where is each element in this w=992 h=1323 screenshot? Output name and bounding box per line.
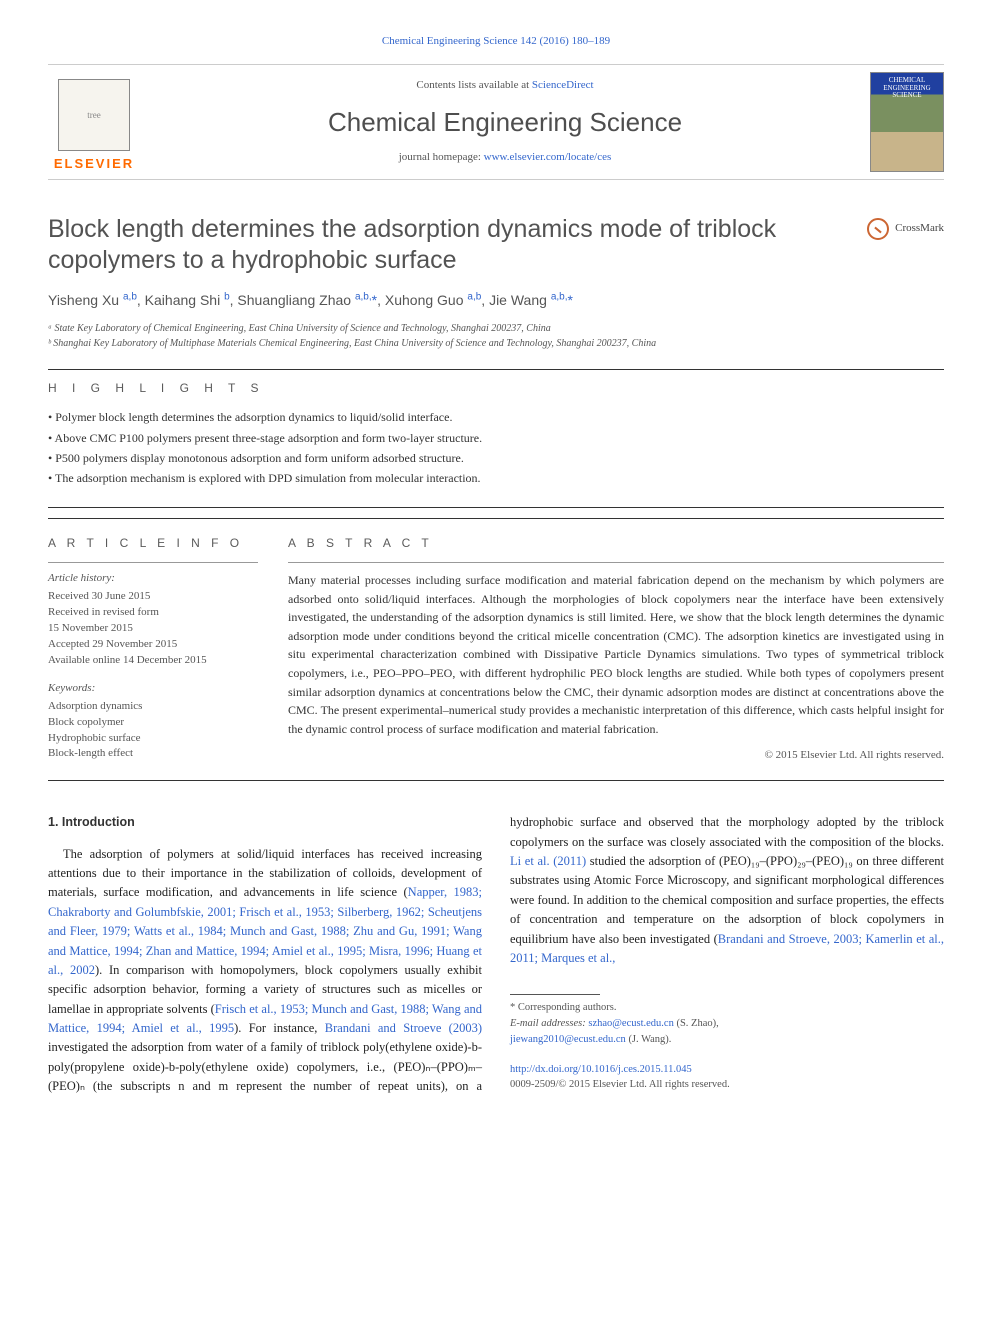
divider bbox=[288, 562, 944, 563]
citation[interactable]: Brandani and Stroeve (2003) bbox=[325, 1021, 482, 1035]
elsevier-tree-icon: tree bbox=[58, 79, 130, 151]
history-line: 15 November 2015 bbox=[48, 621, 258, 637]
keywords-heading: Keywords: bbox=[48, 681, 258, 697]
email-link[interactable]: jiewang2010@ecust.edu.cn bbox=[510, 1034, 626, 1045]
crossmark-icon bbox=[867, 218, 889, 240]
article-info-heading: A R T I C L E I N F O bbox=[48, 535, 258, 552]
divider bbox=[48, 507, 944, 508]
article-history-heading: Article history: bbox=[48, 571, 258, 587]
highlights-heading: H I G H L I G H T S bbox=[48, 380, 944, 397]
keywords-list: Adsorption dynamics Block copolymer Hydr… bbox=[48, 699, 258, 763]
highlight-item: Polymer block length determines the adso… bbox=[48, 407, 944, 427]
journal-cover-thumb: CHEMICAL ENGINEERING SCIENCE bbox=[870, 72, 944, 172]
journal-title: Chemical Engineering Science bbox=[140, 104, 870, 142]
article-title: Block length determines the adsorption d… bbox=[48, 214, 818, 277]
elsevier-wordmark: ELSEVIER bbox=[54, 155, 134, 174]
abstract-col: A B S T R A C T Many material processes … bbox=[288, 531, 944, 765]
highlight-item: The adsorption mechanism is explored wit… bbox=[48, 468, 944, 488]
email-name: (S. Zhao), bbox=[674, 1018, 719, 1029]
divider bbox=[48, 562, 258, 563]
history-line: Received in revised form bbox=[48, 605, 258, 621]
footnote-rule bbox=[510, 994, 600, 995]
abstract-heading: A B S T R A C T bbox=[288, 535, 944, 552]
keyword: Block copolymer bbox=[48, 715, 258, 731]
doi-block: http://dx.doi.org/10.1016/j.ces.2015.11.… bbox=[510, 1062, 944, 1092]
keyword: Adsorption dynamics bbox=[48, 699, 258, 715]
citation[interactable]: Li et al. (2011) bbox=[510, 854, 586, 868]
corresponding-footnote: * Corresponding authors. E-mail addresse… bbox=[510, 994, 944, 1047]
affiliation-b: ᵇ Shanghai Key Laboratory of Multiphase … bbox=[48, 336, 944, 351]
history-line: Accepted 29 November 2015 bbox=[48, 637, 258, 653]
journal-header: tree ELSEVIER Contents lists available a… bbox=[48, 64, 944, 180]
article-history: Received 30 June 2015 Received in revise… bbox=[48, 589, 258, 669]
elsevier-logo: tree ELSEVIER bbox=[48, 70, 140, 174]
abstract-copyright: © 2015 Elsevier Ltd. All rights reserved… bbox=[288, 748, 944, 764]
highlights-list: Polymer block length determines the adso… bbox=[48, 407, 944, 489]
history-line: Received 30 June 2015 bbox=[48, 589, 258, 605]
contents-line: Contents lists available at ScienceDirec… bbox=[140, 78, 870, 94]
homepage-line: journal homepage: www.elsevier.com/locat… bbox=[140, 150, 870, 166]
homepage-prefix: journal homepage: bbox=[399, 151, 484, 163]
affiliations: ᵃ State Key Laboratory of Chemical Engin… bbox=[48, 321, 944, 351]
divider bbox=[48, 369, 944, 370]
abstract-text: Many material processes including surfac… bbox=[288, 571, 944, 738]
corresponding-label: * Corresponding authors. bbox=[510, 1000, 944, 1016]
body-two-column: 1. Introduction The adsorption of polyme… bbox=[48, 813, 944, 1096]
sciencedirect-link[interactable]: ScienceDirect bbox=[532, 79, 594, 91]
crossmark-label: CrossMark bbox=[895, 221, 944, 237]
issn-copyright: 0009-2509/© 2015 Elsevier Ltd. All right… bbox=[510, 1077, 944, 1092]
intro-paragraph-1: The adsorption of polymers at solid/liqu… bbox=[48, 813, 944, 1096]
divider bbox=[48, 780, 944, 781]
article-info-col: A R T I C L E I N F O Article history: R… bbox=[48, 531, 258, 765]
keyword: Block-length effect bbox=[48, 746, 258, 762]
contents-prefix: Contents lists available at bbox=[416, 79, 531, 91]
email-link[interactable]: szhao@ecust.edu.cn bbox=[588, 1018, 673, 1029]
email-name: (J. Wang). bbox=[626, 1034, 672, 1045]
keyword: Hydrophobic surface bbox=[48, 731, 258, 747]
affiliation-a: ᵃ State Key Laboratory of Chemical Engin… bbox=[48, 321, 944, 336]
highlight-item: Above CMC P100 polymers present three-st… bbox=[48, 428, 944, 448]
homepage-link[interactable]: www.elsevier.com/locate/ces bbox=[484, 151, 612, 163]
email-label: E-mail addresses: bbox=[510, 1018, 588, 1029]
highlight-item: P500 polymers display monotonous adsorpt… bbox=[48, 448, 944, 468]
crossmark-badge[interactable]: CrossMark bbox=[867, 218, 944, 240]
journal-ref-top: Chemical Engineering Science 142 (2016) … bbox=[48, 34, 944, 50]
intro-heading: 1. Introduction bbox=[48, 813, 482, 832]
history-line: Available online 14 December 2015 bbox=[48, 653, 258, 669]
doi-link[interactable]: http://dx.doi.org/10.1016/j.ces.2015.11.… bbox=[510, 1062, 944, 1077]
intro-p2-mid1: ). For instance, bbox=[234, 1021, 325, 1035]
authors-line: Yisheng Xu a,b, Kaihang Shi b, Shuanglia… bbox=[48, 290, 944, 310]
